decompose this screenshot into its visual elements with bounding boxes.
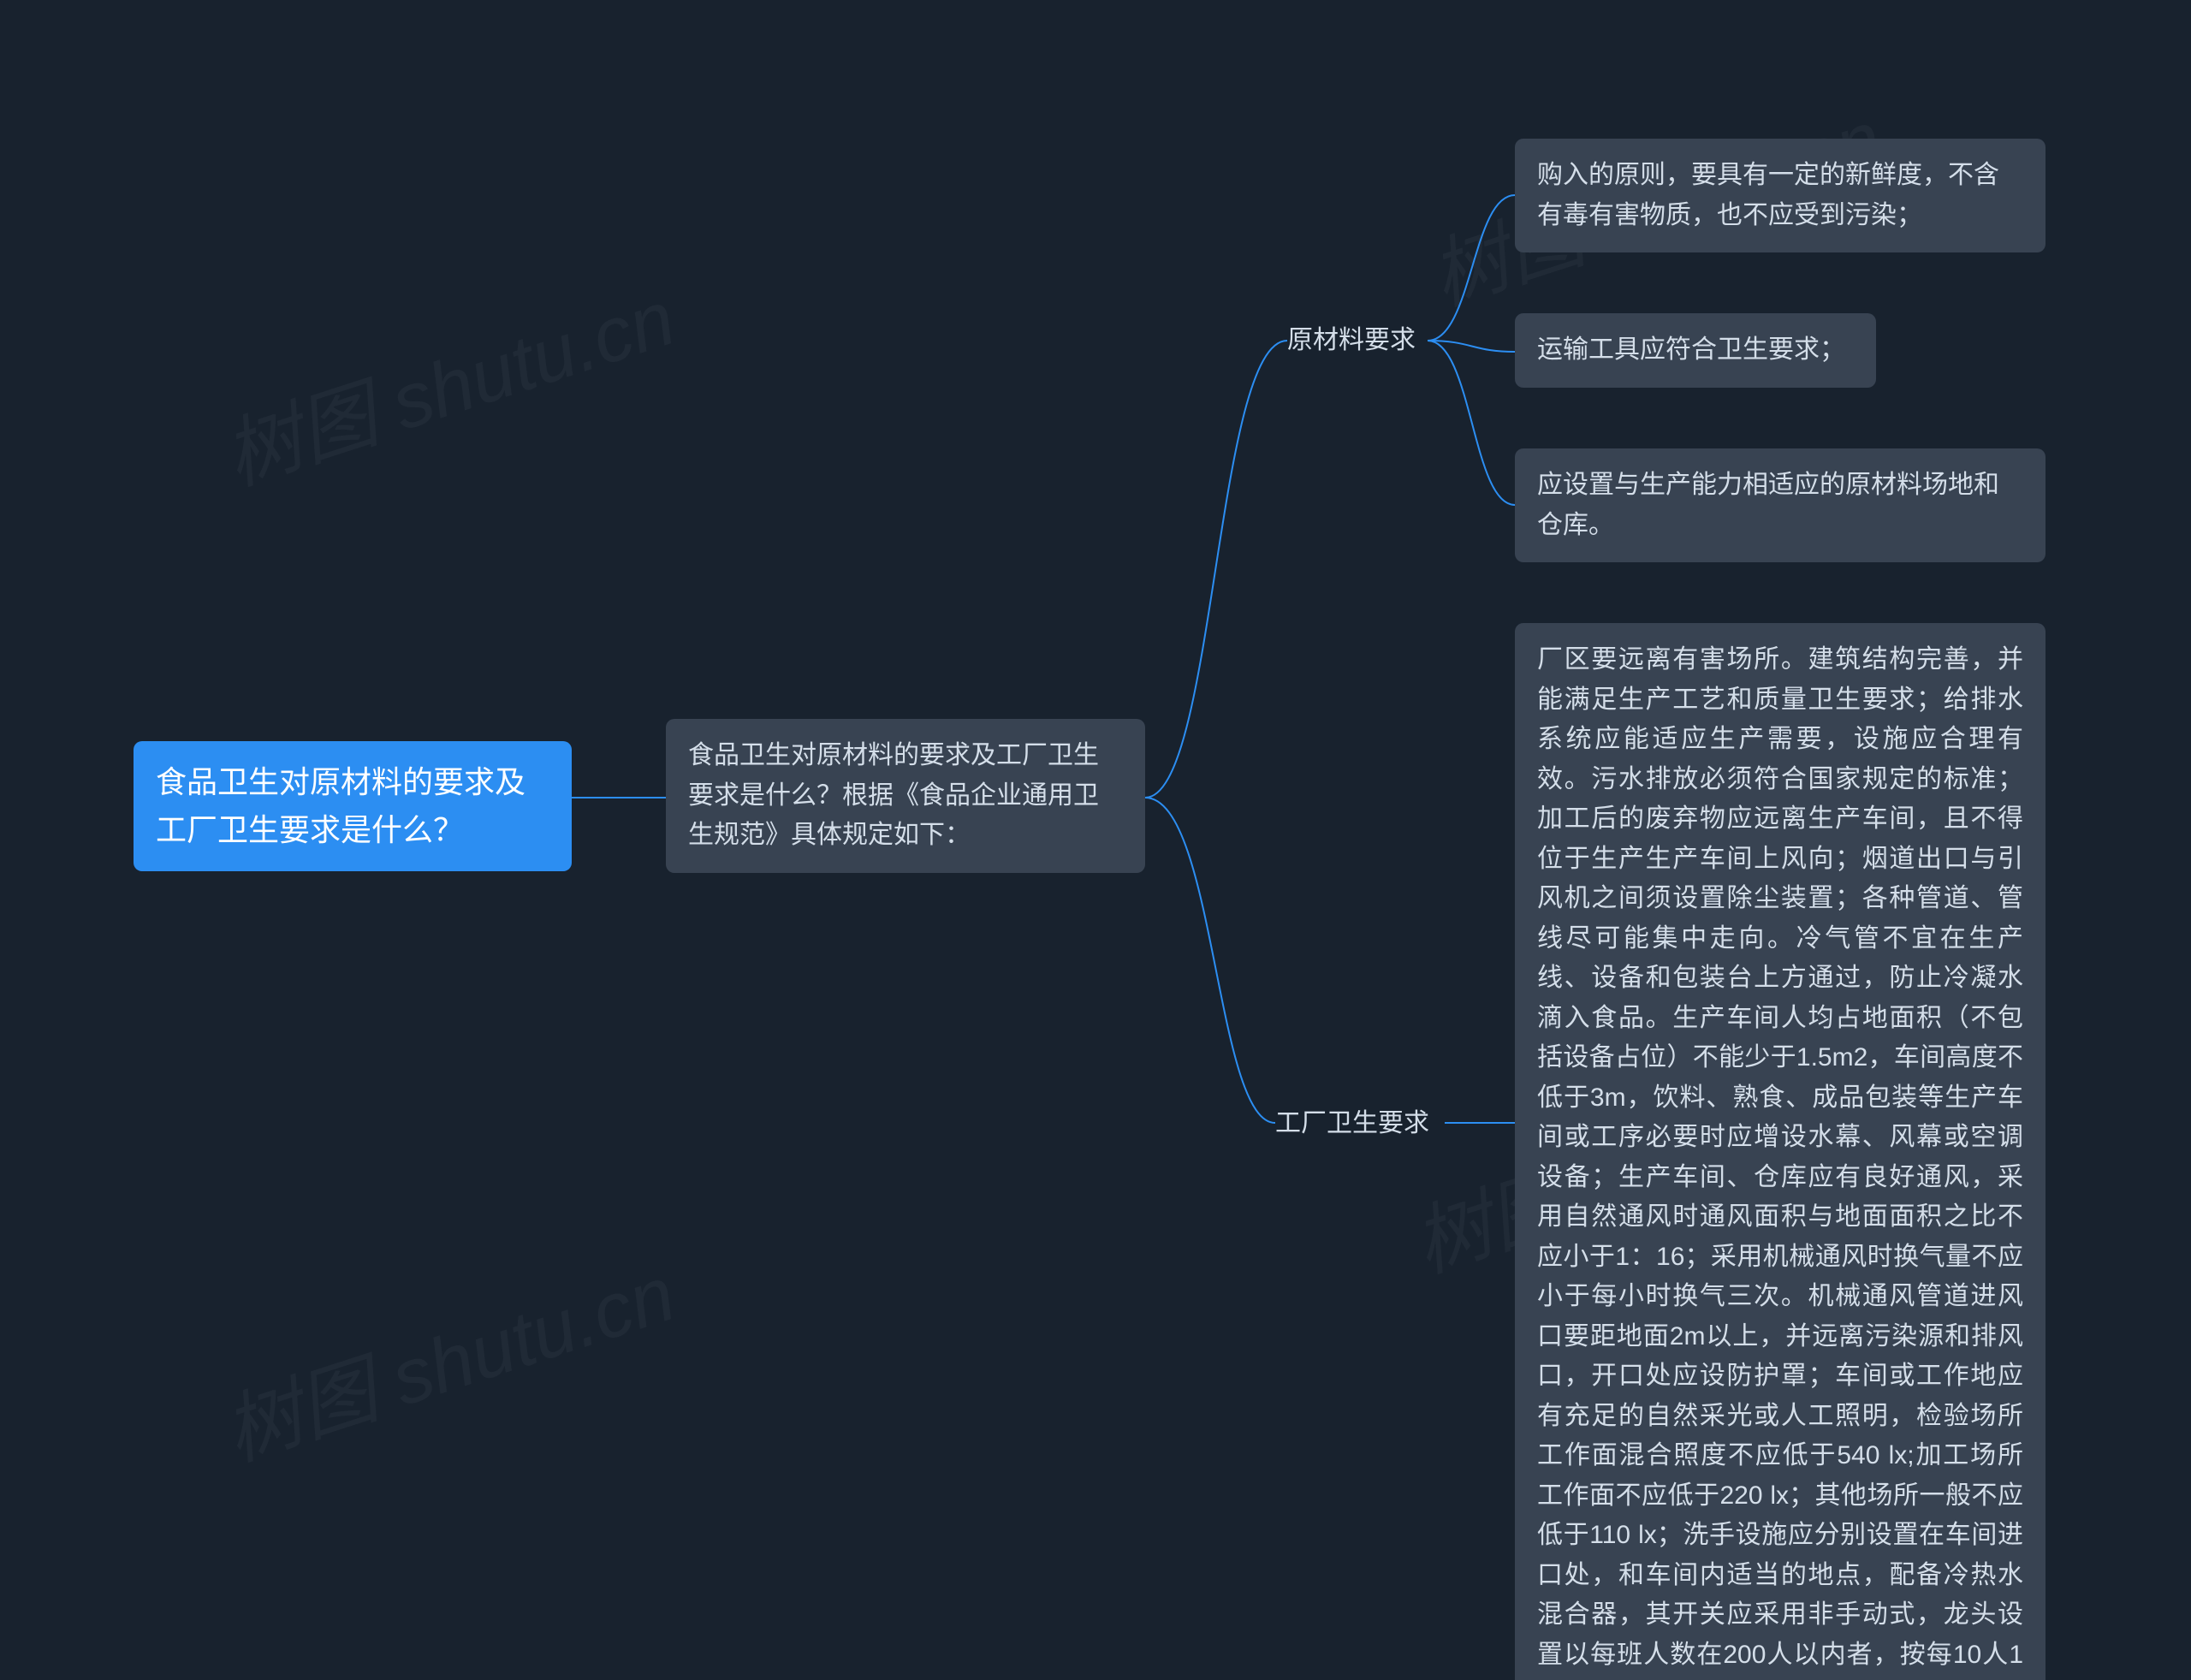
watermark: 树图 shutu.cn — [208, 1232, 686, 1481]
root-node[interactable]: 食品卫生对原材料的要求及工厂卫生要求是什么？ — [134, 741, 572, 871]
intro-node[interactable]: 食品卫生对原材料的要求及工厂卫生要求是什么？根据《食品企业通用卫生规范》具体规定… — [666, 719, 1145, 873]
raw-materials-leaf-2[interactable]: 运输工具应符合卫生要求； — [1515, 313, 1876, 388]
raw-materials-leaf-3[interactable]: 应设置与生产能力相适应的原材料场地和仓库。 — [1515, 448, 2046, 562]
mindmap-canvas: 树图 shutu.cn 树图 shutu.cn 树图 shutu.cn 树图 s… — [0, 0, 2191, 1680]
factory-hygiene-leaf[interactable]: 厂区要远离有害场所。建筑结构完善，并能满足生产工艺和质量卫生要求；给排水系统应能… — [1515, 623, 2046, 1680]
category-factory-hygiene-label[interactable]: 工厂卫生要求 — [1275, 1104, 1429, 1144]
watermark: 树图 shutu.cn — [208, 256, 686, 506]
raw-materials-leaf-1[interactable]: 购入的原则，要具有一定的新鲜度，不含有毒有害物质，也不应受到污染； — [1515, 139, 2046, 252]
category-raw-materials-label[interactable]: 原材料要求 — [1287, 321, 1416, 361]
